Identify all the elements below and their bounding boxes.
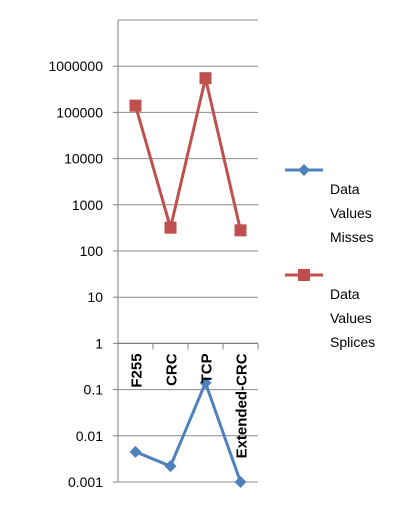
legend-marker <box>298 164 310 176</box>
data-point <box>199 376 212 389</box>
x-category-label: Extended-CRC <box>234 353 251 458</box>
data-point <box>129 99 142 112</box>
y-tick-label: 1000000 <box>48 58 103 74</box>
data-point <box>129 445 142 458</box>
legend-label: Data <box>330 181 360 197</box>
y-tick-label: 100000 <box>56 104 103 120</box>
legend-label: Splices <box>330 334 375 350</box>
data-point <box>164 460 177 473</box>
legend-marker <box>298 269 310 281</box>
legend-label: Values <box>330 205 372 221</box>
series-line <box>134 76 242 231</box>
gridlines <box>118 19 258 483</box>
y-axis-ticks: 0.001 0.01 0.1 1 10 100 1000 10000 100000 1000000 <box>48 58 118 490</box>
series-layer <box>129 72 247 488</box>
data-point <box>234 476 247 488</box>
legend-label: Misses <box>330 229 374 245</box>
data-point <box>234 224 247 237</box>
series-line <box>134 381 242 483</box>
legend-label: Values <box>330 310 372 326</box>
y-tick-label: 1000 <box>72 197 103 213</box>
x-category-label: CRC <box>164 353 181 386</box>
y-tick-label: 0.01 <box>76 428 103 444</box>
data-point <box>199 72 212 85</box>
x-axis-categories: F255 CRC TCP Extended-CRC <box>129 353 251 458</box>
y-tick-label: 0.1 <box>84 382 104 398</box>
y-tick-label: 1 <box>95 335 103 351</box>
x-category-label: TCP <box>199 353 216 383</box>
x-category-label: F255 <box>129 353 146 387</box>
y-tick-label: 0.001 <box>68 474 103 490</box>
data-point <box>164 221 177 234</box>
y-tick-label: 10 <box>87 289 103 305</box>
legend-label: Data <box>330 286 360 302</box>
y-tick-label: 100 <box>80 243 104 259</box>
y-tick-label: 10000 <box>64 151 103 167</box>
legend: Data Values Misses Data Values Splices <box>285 164 375 350</box>
